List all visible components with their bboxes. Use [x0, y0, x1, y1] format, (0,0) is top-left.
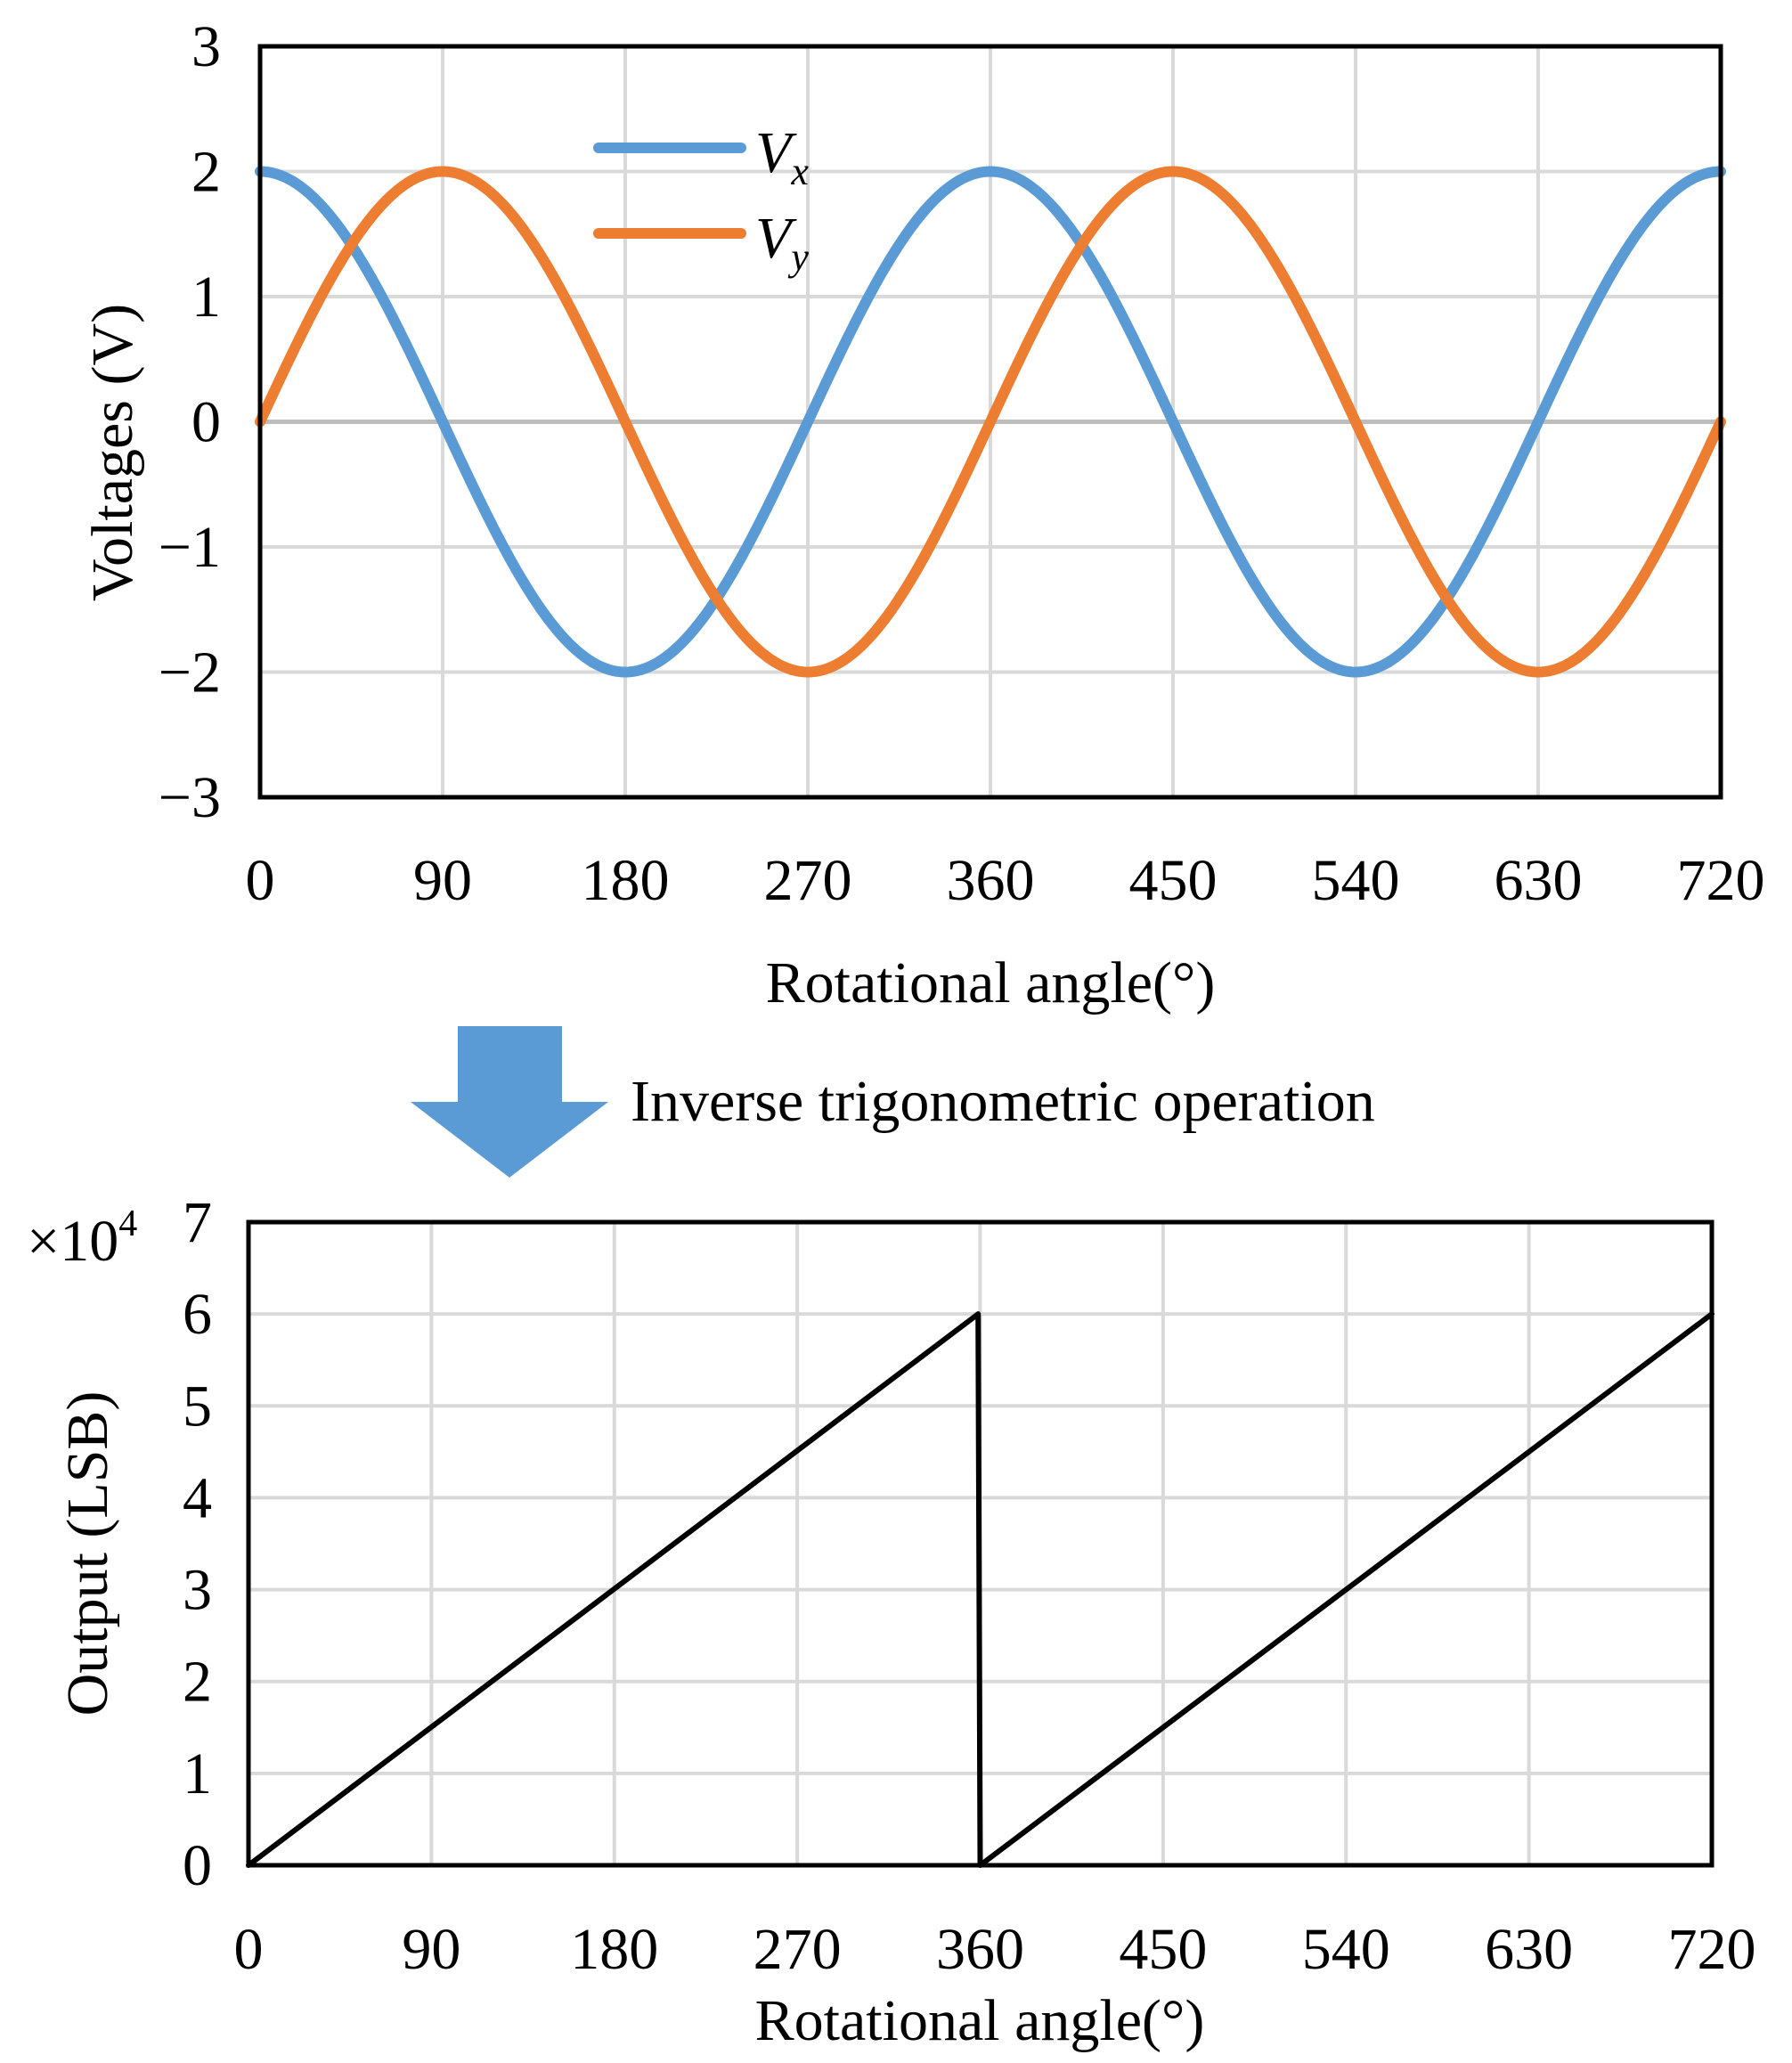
output-y-tick-label: 6 — [183, 1282, 212, 1347]
legend-label-vy: Vy — [755, 206, 809, 279]
voltage-x-tick-label: 0 — [246, 848, 275, 913]
voltage-y-tick-label: −2 — [159, 640, 221, 705]
output-x-tick-label: 270 — [753, 1917, 842, 1982]
voltage-series-vx-point — [808, 421, 809, 422]
legend-label-vx-sub: x — [790, 150, 809, 193]
output-series-output-point — [978, 1314, 979, 1315]
output-x-tick-label: 90 — [402, 1917, 460, 1982]
legend-label-vy-sub: y — [787, 235, 809, 279]
output-chart-x-ticks: 0 90 180 270 360 450 540 630 720 — [234, 1917, 1756, 1982]
legend-label-vx-main: V — [755, 120, 797, 185]
output-y-tick-label: 3 — [183, 1558, 212, 1623]
voltage-y-tick-label: 1 — [191, 265, 221, 330]
voltage-x-tick-label: 450 — [1129, 848, 1218, 913]
voltage-x-tick-label: 180 — [582, 848, 670, 913]
voltage-x-tick-label: 90 — [413, 848, 472, 913]
voltage-series-vx-point — [1538, 421, 1539, 422]
output-x-tick-label: 450 — [1119, 1917, 1207, 1982]
multiplier-base: ×10 — [27, 1209, 118, 1274]
voltage-series-vx-point — [1173, 421, 1174, 422]
output-x-tick-label: 630 — [1485, 1917, 1573, 1982]
voltage-chart: −3 −2 −1 0 1 2 3 0 90 180 270 360 450 540 630 720 Rota… — [80, 14, 1765, 1015]
voltage-chart-series — [255, 166, 1726, 678]
output-x-tick-label: 720 — [1668, 1917, 1756, 1982]
voltage-y-tick-label: 0 — [191, 390, 221, 455]
output-y-tick-label: 4 — [183, 1465, 212, 1530]
output-y-tick-label: 5 — [183, 1374, 212, 1439]
voltage-chart-y-ticks: −3 −2 −1 0 1 2 3 — [159, 14, 221, 830]
output-x-tick-label: 0 — [234, 1917, 264, 1982]
voltage-y-tick-label: 2 — [191, 140, 221, 205]
voltage-series-vx-point — [443, 421, 444, 422]
output-chart-y-ticks: 0 1 2 3 4 5 6 7 — [183, 1190, 212, 1898]
voltage-series-vy-line — [255, 166, 1726, 678]
output-y-tick-label: 0 — [183, 1833, 212, 1898]
legend-label-vy-main: V — [755, 206, 797, 271]
annotation-text: Inverse trigonometric operation — [631, 1069, 1375, 1134]
output-chart-series — [246, 1311, 1715, 1868]
voltage-x-tick-label: 720 — [1677, 848, 1765, 913]
output-y-tick-label: 1 — [183, 1741, 212, 1806]
voltage-series-vy-point — [1538, 672, 1539, 673]
voltage-x-tick-label: 270 — [764, 848, 852, 913]
voltage-chart-x-axis-title: Rotational angle(°) — [766, 950, 1216, 1015]
voltage-series-vy-point — [625, 421, 626, 422]
voltage-series-vx-line — [255, 166, 1726, 678]
voltage-x-tick-label: 360 — [947, 848, 1035, 913]
output-series-output-line — [246, 1311, 1715, 1868]
voltage-series-vy-point — [808, 672, 809, 673]
output-y-tick-label: 7 — [183, 1190, 212, 1255]
voltage-series-vx-point — [625, 672, 626, 673]
voltage-chart-y-axis-title: Voltages (V) — [80, 304, 145, 601]
output-chart: 0 1 2 3 4 5 6 7 0 90 180 270 360 450 540 630 720 Rotati… — [27, 1190, 1756, 2053]
output-x-tick-label: 540 — [1302, 1917, 1390, 1982]
output-x-tick-label: 360 — [936, 1917, 1024, 1982]
transform-annotation: Inverse trigonometric operation — [411, 1026, 1375, 1178]
voltage-series-vy-point — [1173, 171, 1174, 172]
voltage-x-tick-label: 540 — [1312, 848, 1400, 913]
voltage-y-tick-label: −3 — [159, 765, 221, 830]
output-x-tick-label: 180 — [570, 1917, 658, 1982]
output-chart-x-axis-title: Rotational angle(°) — [755, 1988, 1205, 2053]
voltage-series-vy-point — [443, 171, 444, 172]
voltage-series-vy-point — [990, 421, 991, 422]
output-chart-multiplier: ×104 — [27, 1203, 137, 1274]
down-arrow-icon — [411, 1026, 608, 1178]
voltage-chart-x-ticks: 0 90 180 270 360 450 540 630 720 — [246, 848, 1765, 913]
voltage-chart-legend: Vx Vy — [593, 120, 809, 279]
output-y-tick-label: 2 — [183, 1650, 212, 1715]
voltage-series-vx-point — [990, 171, 991, 172]
voltage-y-tick-label: 3 — [191, 14, 221, 79]
voltage-y-tick-label: −1 — [159, 515, 221, 580]
output-chart-y-axis-title: Output (LSB) — [55, 1391, 120, 1716]
legend-label-vx: Vx — [755, 120, 809, 193]
voltage-chart-frame — [257, 44, 1723, 800]
multiplier-exponent: 4 — [118, 1203, 137, 1244]
output-chart-frame — [246, 1219, 1715, 1868]
voltage-x-tick-label: 630 — [1495, 848, 1583, 913]
